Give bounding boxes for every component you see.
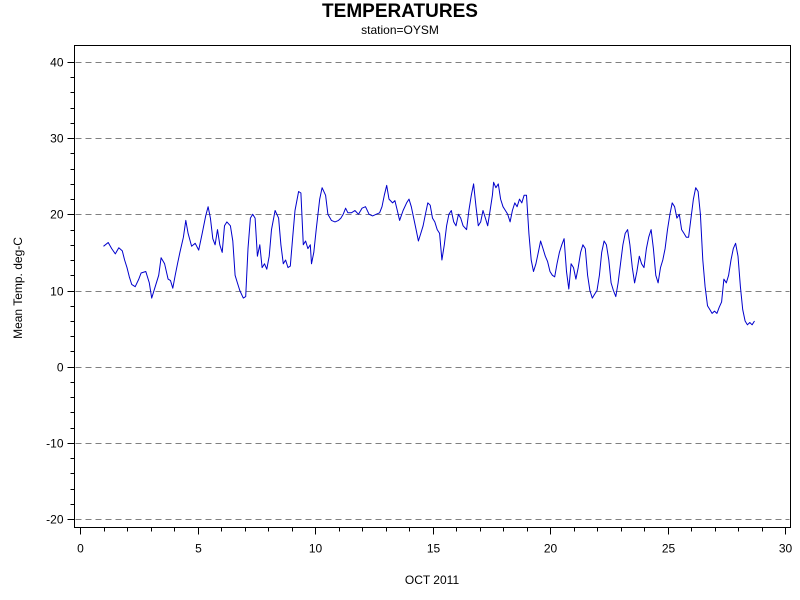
y-tick-label: -20 xyxy=(46,513,64,527)
y-axis-label: Mean Temp. deg-C xyxy=(11,237,25,339)
chart-subtitle: station=OYSM xyxy=(361,23,439,37)
x-tick-label: 5 xyxy=(195,542,202,556)
temperature-series-line xyxy=(103,181,755,326)
series-layer xyxy=(103,181,755,326)
x-tick-label: 10 xyxy=(309,542,323,556)
x-tick-label: 15 xyxy=(427,542,441,556)
x-tick-label: 0 xyxy=(77,542,84,556)
x-axis: 0 5 10 15 20 25 30 xyxy=(77,527,793,556)
y-tick-label: 30 xyxy=(50,132,64,146)
chart-title: TEMPERATURES xyxy=(322,1,478,22)
x-tick-label: 30 xyxy=(779,542,793,556)
y-tick-label: -10 xyxy=(46,437,64,451)
y-tick-label: 0 xyxy=(57,361,64,375)
y-tick-label: 20 xyxy=(50,208,64,222)
y-axis: -20 -10 0 10 20 30 40 xyxy=(46,56,75,527)
y-tick-label: 40 xyxy=(50,56,64,70)
x-tick-label: 20 xyxy=(544,542,558,556)
grid-lines xyxy=(75,62,790,520)
x-axis-label: OCT 2011 xyxy=(405,573,460,587)
y-tick-label: 10 xyxy=(50,285,64,299)
x-tick-label: 25 xyxy=(662,542,676,556)
plot-frame xyxy=(74,45,791,528)
